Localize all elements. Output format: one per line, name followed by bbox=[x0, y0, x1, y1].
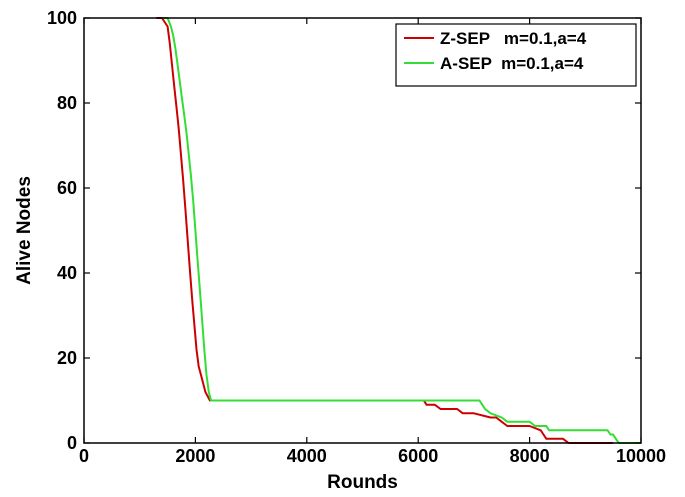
series-line-1 bbox=[156, 17, 614, 444]
y-tick-label: 40 bbox=[57, 263, 77, 283]
legend: Z-SEP m=0.1,a=4 A-SEP m=0.1,a=4 bbox=[395, 23, 637, 87]
y-axis-label: Alive Nodes bbox=[14, 176, 35, 285]
legend-box bbox=[395, 23, 637, 87]
x-tick-label: 0 bbox=[79, 446, 89, 466]
y-tick-label: 60 bbox=[57, 178, 77, 198]
y-tick-label: 0 bbox=[67, 433, 77, 453]
x-tick-label: 2000 bbox=[175, 446, 215, 466]
x-tick-label: 6000 bbox=[398, 446, 438, 466]
x-tick-label: 8000 bbox=[510, 446, 550, 466]
legend-label-2: A-SEP m=0.1,a=4 bbox=[440, 54, 584, 73]
legend-label-1: Z-SEP m=0.1,a=4 bbox=[440, 29, 587, 48]
x-tick-label: 10000 bbox=[616, 446, 666, 466]
series-layer bbox=[156, 17, 641, 444]
series-line-2 bbox=[162, 17, 641, 444]
y-tick-label: 20 bbox=[57, 348, 77, 368]
axis-ticks: 0 2000 4000 6000 8000 10000 0 20 40 60 80 100 bbox=[47, 8, 666, 466]
plot-frame bbox=[83, 17, 642, 444]
x-tick-label: 4000 bbox=[287, 446, 327, 466]
x-axis-label: Rounds bbox=[327, 472, 398, 492]
y-tick-label: 100 bbox=[47, 8, 77, 28]
y-tick-label: 80 bbox=[57, 93, 77, 113]
